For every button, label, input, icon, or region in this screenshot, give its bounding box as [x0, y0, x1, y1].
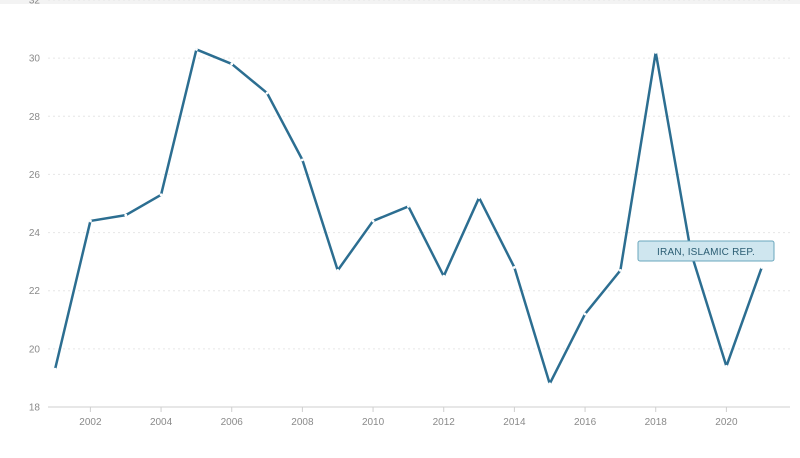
x-tick-label: 2020	[715, 417, 738, 428]
x-tick-labels: 2002 2004 2006 2008 2010 2012 2014 2016 2018 2020	[79, 417, 738, 428]
y-tick-label: 22	[29, 286, 41, 297]
y-tick-label: 20	[29, 344, 41, 355]
data-point[interactable]	[89, 219, 92, 223]
data-point[interactable]	[195, 48, 198, 51]
tooltip-box	[637, 240, 775, 262]
data-point[interactable]	[230, 62, 234, 66]
y-tick-labels: 18 20 22 24 26 28 30 32	[29, 0, 41, 414]
y-tick-label: 26	[29, 170, 41, 181]
series-line	[53, 48, 763, 385]
top-strip	[0, 0, 800, 4]
x-tick-label: 2010	[362, 417, 385, 428]
tooltip-label: IRAN, ISLAMIC REP.	[657, 247, 755, 258]
grid-lines	[48, 0, 790, 350]
y-tick-label: 18	[29, 403, 41, 414]
x-tick-label: 2002	[79, 417, 102, 428]
y-tick-label: 30	[29, 54, 41, 65]
y-tick-label: 28	[29, 112, 41, 123]
data-point[interactable]	[583, 312, 587, 316]
data-point[interactable]	[371, 219, 375, 223]
data-point[interactable]	[407, 205, 410, 208]
data-point[interactable]	[159, 193, 163, 197]
data-point[interactable]	[548, 382, 552, 386]
data-point[interactable]	[477, 196, 481, 200]
y-tick-label: 32	[29, 0, 41, 7]
axes	[48, 406, 790, 412]
data-point[interactable]	[336, 268, 340, 272]
data-point[interactable]	[301, 158, 304, 162]
data-point[interactable]	[654, 50, 658, 54]
data-point[interactable]	[442, 274, 446, 278]
data-point[interactable]	[124, 213, 128, 217]
data-point[interactable]	[619, 268, 622, 272]
x-tick-label: 2012	[433, 417, 456, 428]
data-point[interactable]	[513, 266, 516, 269]
x-tick-label: 2006	[221, 417, 244, 428]
x-tick-label: 2018	[645, 417, 668, 428]
x-tick-label: 2004	[150, 417, 173, 428]
data-point[interactable]	[725, 364, 728, 368]
data-point[interactable]	[53, 367, 57, 371]
data-points	[53, 48, 764, 386]
data-point[interactable]	[760, 266, 764, 269]
x-tick-label: 2008	[291, 417, 314, 428]
x-tick-label: 2016	[574, 417, 597, 428]
series-lines	[53, 48, 763, 385]
y-tick-label: 24	[29, 228, 41, 239]
x-tick-label: 2014	[503, 417, 526, 428]
data-point[interactable]	[265, 91, 269, 95]
series-tooltip: IRAN, ISLAMIC REP.	[637, 240, 775, 262]
